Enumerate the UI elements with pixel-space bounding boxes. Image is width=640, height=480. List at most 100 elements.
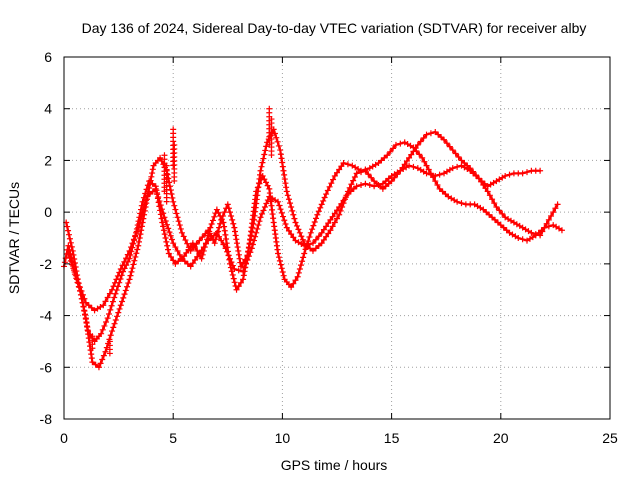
data-point [325, 230, 332, 237]
data-point [104, 294, 111, 301]
data-point [77, 284, 84, 291]
data-point [71, 268, 78, 275]
data-point [295, 226, 302, 233]
data-point [175, 218, 182, 225]
data-point [223, 240, 230, 247]
data-point [253, 229, 260, 236]
data-point [113, 276, 120, 283]
data-point [320, 197, 327, 204]
data-point [111, 279, 118, 286]
data-point [285, 196, 292, 203]
data-point [107, 306, 114, 313]
data-point [241, 264, 248, 271]
data-point [336, 166, 343, 173]
data-point [119, 298, 126, 305]
data-point [279, 163, 286, 170]
data-point [532, 231, 539, 238]
data-point [346, 184, 353, 191]
data-point [193, 241, 200, 248]
data-point [291, 215, 298, 222]
data-point [148, 173, 155, 180]
data-point [101, 322, 108, 329]
data-point [103, 319, 110, 326]
data-point [288, 231, 295, 238]
data-point [228, 259, 235, 266]
data-point [353, 183, 360, 190]
data-point [168, 253, 175, 260]
data-point [206, 230, 213, 237]
data-point [313, 215, 320, 222]
data-point [200, 244, 207, 251]
data-point [421, 158, 428, 165]
data-point [423, 162, 430, 169]
data-point [240, 259, 247, 266]
data-point [141, 201, 148, 208]
data-point [218, 216, 225, 223]
data-point [215, 209, 222, 216]
data-point [261, 203, 268, 210]
data-point [489, 196, 496, 203]
data-point [231, 266, 238, 273]
data-point [162, 235, 169, 241]
data-point [65, 231, 72, 238]
data-point [493, 203, 500, 210]
data-point [137, 216, 144, 223]
data-point [264, 197, 271, 204]
data-point [119, 262, 126, 269]
data-point [491, 200, 498, 207]
data-point [171, 202, 178, 209]
data-point [432, 178, 439, 185]
data-point [233, 240, 240, 247]
data-point [537, 167, 544, 174]
data-point [97, 360, 104, 367]
data-point [541, 224, 548, 231]
data-point [257, 214, 264, 221]
series-pass-b [63, 126, 561, 371]
data-point [277, 206, 284, 213]
data-point [174, 214, 181, 221]
data-point [340, 160, 347, 167]
data-point [159, 219, 166, 226]
data-point [275, 142, 282, 149]
x-tick-label: 0 [60, 430, 68, 446]
data-point [135, 224, 142, 231]
data-point [223, 236, 230, 243]
x-tick-label: 5 [169, 430, 177, 446]
series-pass-a [61, 139, 565, 345]
data-point [309, 226, 316, 233]
x-axis-label: GPS time / hours [281, 457, 388, 473]
data-point [127, 244, 134, 251]
data-point [170, 257, 177, 264]
data-point [283, 188, 290, 195]
data-point [434, 181, 441, 188]
data-point [65, 227, 72, 234]
data-point [183, 249, 190, 256]
data-point [233, 286, 240, 293]
data-point [423, 170, 430, 177]
data-point [245, 253, 252, 260]
y-axis-label: SDTVAR / TECUs [6, 182, 22, 294]
data-point [282, 220, 289, 227]
data-point [371, 183, 378, 190]
data-point [401, 161, 408, 168]
y-tick-label: 2 [44, 152, 52, 168]
data-point [235, 283, 242, 290]
data-point [209, 217, 216, 224]
data-point [484, 188, 491, 195]
data-point [301, 250, 308, 257]
data-point [213, 229, 220, 236]
data-point [268, 152, 275, 159]
data-point [225, 252, 232, 259]
data-point [552, 205, 559, 212]
data-point [290, 211, 297, 218]
data-point [80, 303, 87, 310]
data-point [89, 345, 96, 352]
data-point [158, 215, 165, 222]
data-point [111, 320, 118, 327]
data-point [72, 272, 79, 279]
data-point [235, 267, 242, 274]
data-point [160, 161, 167, 168]
data-point [537, 232, 544, 239]
data-point [375, 181, 382, 188]
data-point [334, 215, 340, 222]
